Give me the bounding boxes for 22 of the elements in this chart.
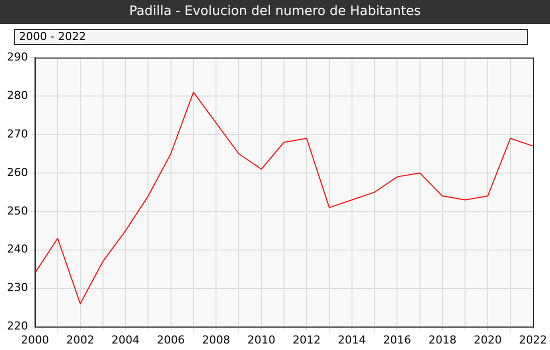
- chart-title: Padilla - Evolucion del numero de Habitantes: [0, 0, 550, 24]
- x-tick-label: 2014: [338, 333, 366, 346]
- x-tick-label: 2012: [292, 333, 321, 346]
- y-tick-label: 290: [6, 50, 28, 64]
- y-tick-label: 230: [6, 281, 28, 294]
- x-tick-label: 2010: [247, 333, 276, 346]
- x-tick-label: 2002: [66, 333, 94, 346]
- y-tick-label: 220: [6, 320, 28, 333]
- y-tick-label: 240: [6, 242, 28, 256]
- chart-subtitle: 2000 - 2022: [14, 29, 528, 45]
- x-tick-label: 2018: [428, 333, 456, 346]
- y-tick-label: 260: [6, 166, 28, 179]
- y-tick-label: 280: [6, 88, 28, 102]
- x-tick-label: 2022: [519, 333, 548, 346]
- x-tick-label: 2020: [474, 333, 502, 346]
- x-tick-label: 2004: [112, 333, 140, 346]
- x-tick-label: 2016: [383, 333, 412, 346]
- x-tick-label: 2008: [202, 333, 230, 346]
- y-tick-label: 270: [6, 127, 28, 140]
- x-tick-label: 2006: [156, 333, 185, 346]
- x-tick-label: 2000: [20, 333, 49, 346]
- y-tick-label: 250: [6, 204, 28, 218]
